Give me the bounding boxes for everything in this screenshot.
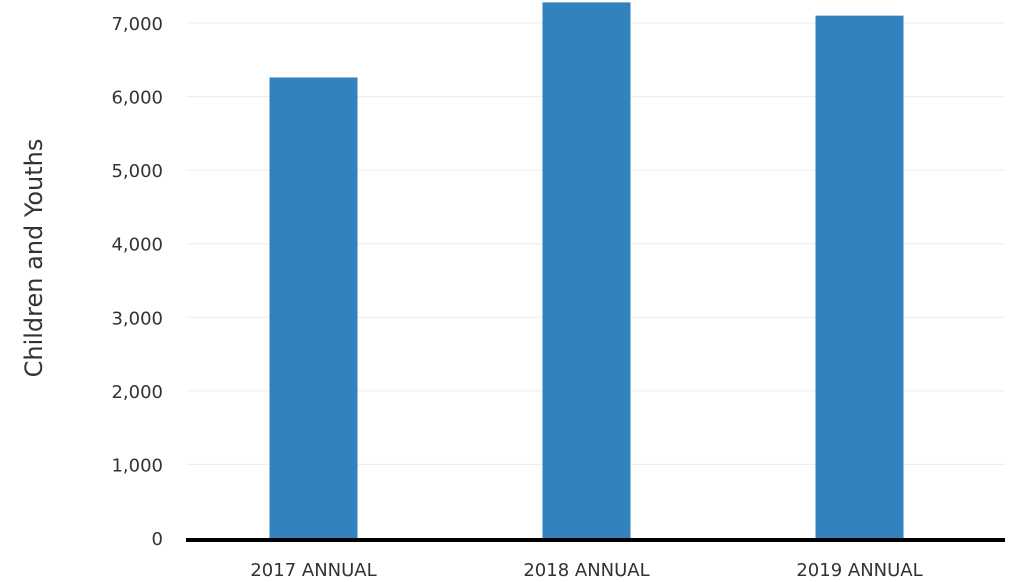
- x-axis-tick-labels: 2017 ANNUAL 2018 ANNUAL 2019 ANNUAL: [250, 560, 922, 581]
- y-tick-label: 1,000: [111, 455, 163, 476]
- y-tick-label: 0: [152, 529, 163, 550]
- y-tick-label: 7,000: [111, 14, 163, 35]
- y-tick-label: 6,000: [111, 88, 163, 109]
- y-tick-label: 3,000: [111, 308, 163, 329]
- y-axis-title: Children and Youths: [20, 139, 48, 378]
- bar-2019-annual[interactable]: [815, 15, 904, 538]
- y-tick-label: 5,000: [111, 161, 163, 182]
- x-tick-label: 2018 ANNUAL: [523, 560, 649, 581]
- x-tick-label: 2019 ANNUAL: [796, 560, 922, 581]
- bar-2018-annual[interactable]: [542, 2, 631, 538]
- x-tick-label: 2017 ANNUAL: [250, 560, 376, 581]
- y-tick-label: 2,000: [111, 382, 163, 403]
- bar-2017-annual[interactable]: [269, 77, 358, 538]
- bars: [269, 2, 904, 538]
- y-axis-tick-labels: 0 1,000 2,000 3,000 4,000 5,000 6,000 7,000: [111, 14, 163, 550]
- y-tick-label: 4,000: [111, 235, 163, 256]
